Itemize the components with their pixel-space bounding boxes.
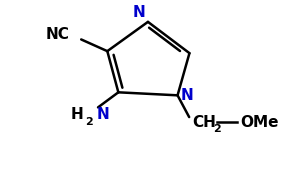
Text: CH: CH — [192, 115, 216, 130]
Text: 2: 2 — [213, 124, 221, 134]
Text: H: H — [71, 107, 84, 122]
Text: NC: NC — [46, 27, 70, 42]
Text: OMe: OMe — [240, 115, 278, 130]
Text: N: N — [97, 107, 109, 122]
Text: N: N — [132, 5, 145, 20]
Text: 2: 2 — [85, 117, 93, 127]
Text: N: N — [180, 88, 193, 103]
